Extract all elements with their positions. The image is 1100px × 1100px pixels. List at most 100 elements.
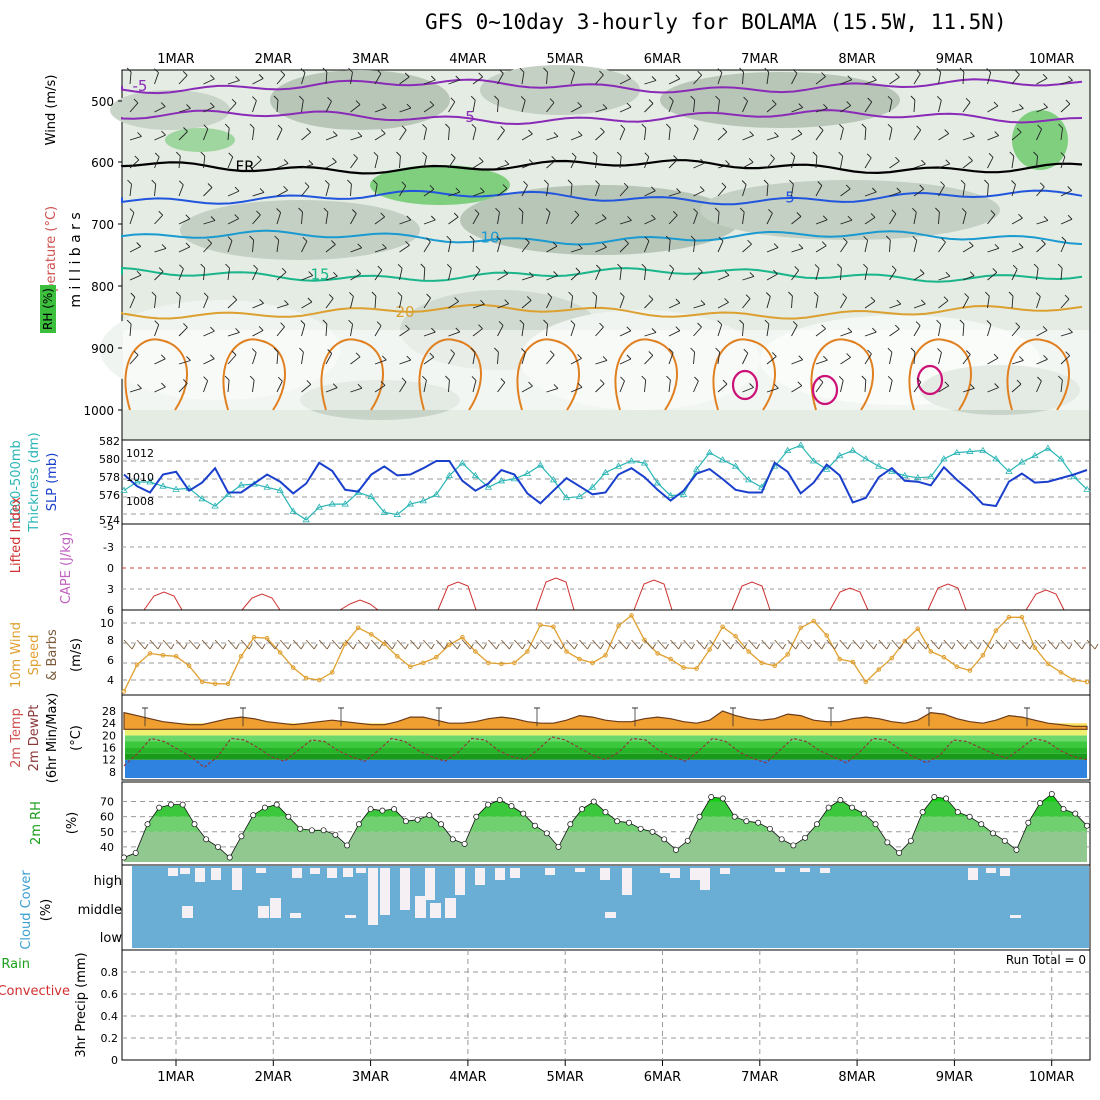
- wind-barb: [668, 192, 681, 197]
- wind-barb: [448, 379, 450, 393]
- wind-barb: [570, 247, 583, 253]
- wind-barb-flag: [919, 269, 925, 274]
- wind-barb-flag: [792, 321, 798, 326]
- wind-barb: [546, 102, 555, 113]
- wind10-point: [486, 660, 491, 666]
- wind10-point: [564, 649, 569, 654]
- wind-barb-flag: [332, 131, 338, 136]
- wind10-barb-flag: [339, 643, 344, 650]
- slp-line: [123, 460, 1088, 508]
- wind-barb-flag: [715, 95, 720, 101]
- cloud-high: [1000, 868, 1010, 876]
- wind-barb: [546, 323, 548, 337]
- wind10-barb-flag: [717, 643, 721, 650]
- wind-barb-flag: [154, 320, 160, 326]
- wind-barb-flag: [822, 215, 828, 221]
- wind-barb: [938, 324, 942, 337]
- wind-barb-flag: [937, 348, 942, 353]
- thickness-point: [237, 481, 245, 488]
- wind-barb: [717, 163, 730, 169]
- wind-barb-flag: [602, 356, 608, 361]
- wind-barb-flag: [915, 321, 921, 326]
- wind-barb: [301, 211, 303, 225]
- wind10-point: [199, 679, 205, 685]
- wind-barb: [619, 380, 625, 393]
- wind-barb: [644, 80, 657, 85]
- wind-barb-flag: [871, 327, 877, 333]
- wind-barb: [962, 184, 966, 197]
- wind-barb-flag: [895, 156, 900, 162]
- wind-barb: [399, 268, 403, 281]
- wind-barb-flag: [127, 179, 132, 185]
- precip-tick: 0.4: [101, 1010, 119, 1023]
- wind-barb: [227, 299, 238, 309]
- wind10-point: [785, 652, 791, 657]
- wind-barb: [987, 72, 992, 85]
- cloud-high: [310, 868, 320, 874]
- wind10-barb-flag: [1055, 643, 1060, 650]
- wind10-barb-flag: [886, 643, 891, 650]
- wind-barb: [301, 384, 312, 393]
- wind10-barb: [253, 639, 263, 650]
- wind10-point: [160, 653, 166, 658]
- wind10-barb: [917, 639, 927, 650]
- wind-barb-flag: [381, 103, 387, 109]
- wind-barb: [864, 379, 867, 393]
- wind-barb: [595, 107, 608, 113]
- wind-barb: [717, 302, 729, 309]
- wind-barb: [203, 296, 209, 309]
- wind-barb: [913, 273, 925, 281]
- wind-barb: [742, 134, 754, 141]
- wind-barb-flag: [773, 269, 778, 275]
- axis-label-li: Lifted Index: [9, 496, 24, 573]
- wind-barb-flag: [351, 209, 357, 214]
- thickness-point: [471, 471, 480, 479]
- wind-barb-flag: [454, 297, 459, 302]
- wind-barb-flag: [406, 103, 412, 109]
- wind-barb-flag: [182, 379, 188, 384]
- wind-barb: [546, 245, 558, 253]
- rh-point: [966, 813, 973, 820]
- rh-point: [367, 806, 374, 813]
- wind-barb-flag: [228, 152, 234, 158]
- wind-barb-flag: [549, 98, 555, 103]
- wind-barb-flag: [797, 381, 803, 387]
- chart-title: GFS 0~10day 3-hourly for BOLAMA (15.5W, …: [425, 10, 1007, 34]
- wind10-barb-flag: [899, 643, 904, 650]
- wind-barb: [742, 298, 751, 309]
- thickness-point: [302, 516, 310, 523]
- wind-barb-flag: [450, 153, 456, 159]
- wind-barb-flag: [666, 375, 671, 381]
- wind-barb: [325, 323, 328, 337]
- wind-barb: [840, 219, 853, 225]
- wind-barb-flag: [846, 353, 851, 358]
- wind-barb: [129, 159, 140, 169]
- wind-barb: [693, 380, 699, 393]
- thickness-point: [744, 476, 753, 483]
- wind10-point: [277, 650, 283, 655]
- wind-barb-flag: [798, 355, 804, 361]
- wind-barb: [546, 184, 549, 197]
- wind-barb: [472, 380, 477, 393]
- wind-barb: [840, 357, 851, 365]
- wind-barb-flag: [626, 102, 632, 108]
- wind-barb-flag: [258, 326, 264, 331]
- wind10-point: [251, 635, 257, 640]
- wind-barb-flag: [959, 319, 965, 325]
- wind-barb-flag: [821, 72, 826, 77]
- wind-barb: [325, 184, 330, 197]
- rh-blob: [165, 128, 235, 152]
- wind-barb: [546, 159, 556, 169]
- wind10-barb-flag: [1068, 643, 1073, 650]
- wind-barb: [864, 331, 877, 337]
- wind10-barb: [462, 639, 471, 650]
- wind-barb-flag: [743, 348, 749, 354]
- wind-barb-flag: [650, 186, 656, 192]
- wind-barb: [840, 79, 852, 85]
- wind-barb-flag: [372, 179, 378, 185]
- wind10-point: [355, 625, 361, 631]
- rh-point: [285, 813, 292, 820]
- wind-barb: [1036, 330, 1048, 337]
- wind10-barb: [566, 639, 575, 650]
- wind-barb-flag: [764, 319, 770, 325]
